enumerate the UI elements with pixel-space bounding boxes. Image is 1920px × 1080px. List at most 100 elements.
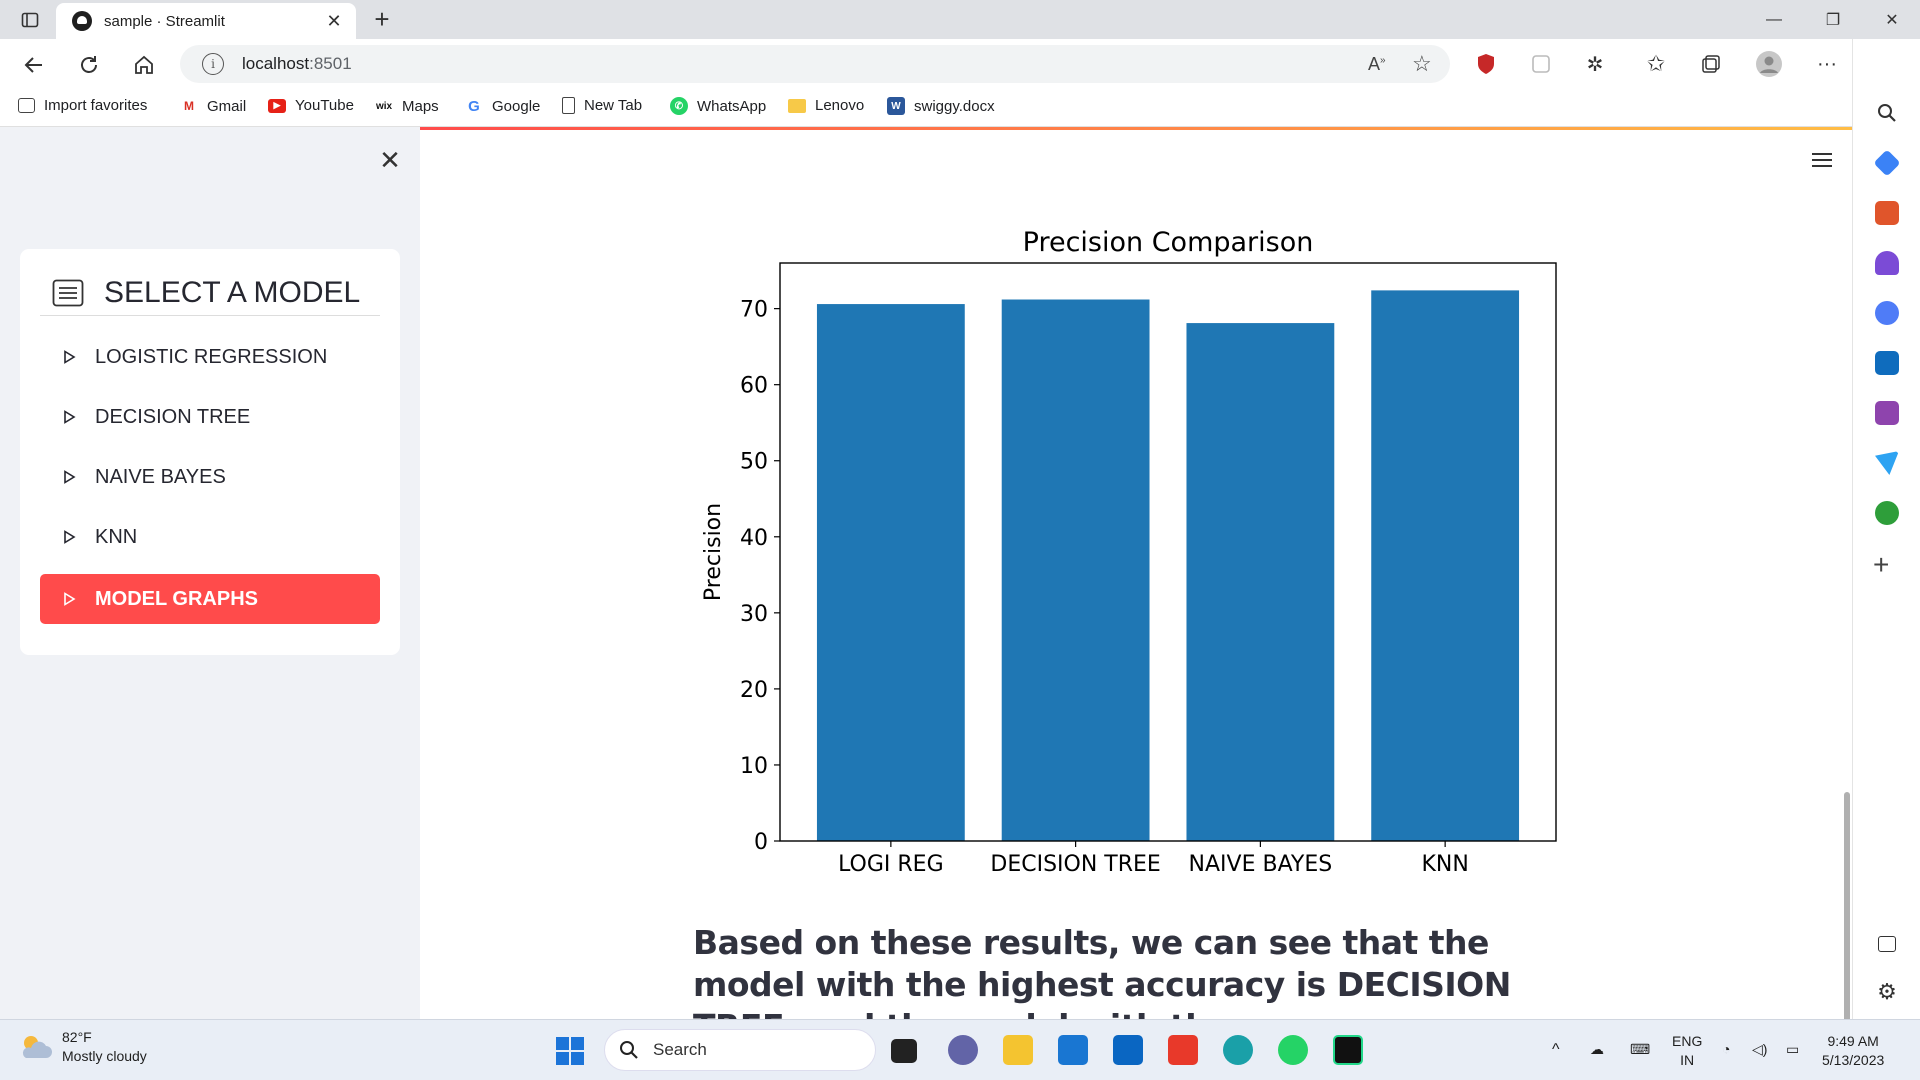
extension-box-icon[interactable]	[1528, 51, 1554, 77]
list-card-icon	[52, 279, 84, 307]
chart-bar	[816, 304, 965, 841]
caret-right-icon	[64, 592, 76, 606]
battery-icon[interactable]: ▭	[1786, 1041, 1800, 1057]
google-icon: G	[468, 97, 480, 115]
bookmark-youtube[interactable]: ▶ YouTube	[268, 97, 354, 114]
back-button[interactable]	[18, 49, 50, 81]
menu-header: SELECT A MODEL	[40, 271, 380, 316]
windows-taskbar: 82°F Mostly cloudy Search ^ ☁ ⌨ ENG IN ◔ ◁…	[0, 1019, 1920, 1080]
browser-tab[interactable]: sample · Streamlit ✕	[56, 3, 356, 39]
extension-shield-icon[interactable]	[1473, 51, 1499, 77]
tab-close-icon[interactable]: ✕	[326, 10, 342, 31]
edge-browser-icon[interactable]	[1223, 1035, 1253, 1065]
menu-item-knn[interactable]: KNN	[40, 512, 380, 562]
send-icon[interactable]	[1875, 451, 1899, 475]
bookmark-whatsapp[interactable]: ✆ WhatsApp	[670, 97, 766, 115]
weather-description: Mostly cloudy	[62, 1048, 147, 1064]
more-options-icon[interactable]: ···	[1817, 52, 1837, 75]
wifi-icon[interactable]: ◔	[1722, 1041, 1731, 1057]
onedrive-icon[interactable]: ☁	[1590, 1041, 1604, 1057]
collections-icon[interactable]	[1698, 51, 1724, 77]
teams-chat-icon[interactable]	[948, 1035, 978, 1065]
close-sidebar-icon[interactable]: ✕	[379, 145, 401, 175]
mail-icon[interactable]	[1058, 1035, 1088, 1065]
start-button[interactable]	[555, 1036, 585, 1066]
chart-title: Precision Comparison	[1023, 227, 1314, 258]
extensions-puzzle-icon[interactable]: ✲	[1586, 53, 1604, 76]
page-scrollbar[interactable]	[1844, 792, 1850, 1019]
language-indicator[interactable]: ENG IN	[1672, 1033, 1703, 1068]
designer-icon[interactable]	[1875, 401, 1899, 425]
plot-frame	[779, 262, 1557, 842]
add-favorite-icon[interactable]: ☆	[1412, 51, 1432, 76]
url-text: localhost:8501	[242, 54, 352, 73]
new-tab-button[interactable]: +	[374, 4, 390, 34]
precision-bar-chart: LOGI REG DECISION TREE NAIVE BAYES KNN 0 10 20…	[701, 227, 1557, 877]
close-window-button[interactable]: ✕	[1885, 11, 1899, 29]
home-button[interactable]	[128, 49, 160, 81]
caret-right-icon	[64, 410, 76, 424]
streamlit-favicon-icon	[72, 11, 92, 31]
search-icon[interactable]	[1875, 101, 1899, 125]
pycharm-icon[interactable]	[1333, 1035, 1363, 1065]
page-icon	[562, 97, 575, 114]
y-tick-label: 30	[740, 602, 768, 627]
y-tick-label: 0	[754, 830, 768, 855]
hide-sidebar-icon[interactable]	[1878, 936, 1896, 952]
tree-icon[interactable]	[1875, 501, 1899, 525]
file-explorer-icon[interactable]	[1003, 1035, 1033, 1065]
favorites-icon[interactable]: ✩	[1646, 51, 1666, 76]
caret-right-icon	[64, 350, 76, 364]
task-view-icon[interactable]	[891, 1039, 917, 1063]
main-content: LOGI REG DECISION TREE NAIVE BAYES KNN 0 10 20…	[420, 127, 1852, 1019]
y-tick-label: 40	[740, 526, 768, 551]
gmail-icon: M	[184, 99, 194, 113]
whatsapp-icon: ✆	[670, 97, 688, 115]
games-icon[interactable]	[1875, 251, 1899, 275]
tools-briefcase-icon[interactable]	[1875, 201, 1899, 225]
microsoft-365-icon[interactable]	[1875, 301, 1899, 325]
bookmark-maps[interactable]: wix Maps	[375, 97, 439, 115]
bookmark-lenovo[interactable]: Lenovo	[788, 97, 864, 114]
chart-bar	[1186, 323, 1335, 842]
read-aloud-icon[interactable]: A»	[1368, 54, 1386, 74]
keyboard-icon[interactable]: ⌨	[1630, 1041, 1651, 1057]
whatsapp-icon[interactable]	[1278, 1035, 1308, 1065]
refresh-button[interactable]	[73, 49, 105, 81]
menu-item-model-graphs[interactable]: MODEL GRAPHS	[40, 574, 380, 624]
menu-item-decision-tree[interactable]: DECISION TREE	[40, 392, 380, 442]
add-sidebar-app-icon[interactable]: +	[1873, 549, 1890, 580]
main-menu-icon[interactable]	[1812, 153, 1832, 171]
bookmark-new-tab[interactable]: New Tab	[562, 97, 642, 114]
menu-item-naive-bayes[interactable]: NAIVE BAYES	[40, 452, 380, 502]
x-tick-label: LOGI REG	[838, 852, 944, 877]
favorites-bar: Import favorites M Gmail ▶ YouTube wix Maps…	[0, 89, 1852, 127]
profile-avatar-icon[interactable]	[1756, 51, 1782, 77]
refresh-icon	[81, 56, 97, 73]
weather-temperature: 82°F	[62, 1029, 92, 1045]
bookmark-gmail[interactable]: M Gmail	[180, 97, 246, 115]
caret-right-icon	[64, 530, 76, 544]
streamlit-app: ✕ SELECT A MODEL LOGISTIC REGRESSION DEC…	[0, 127, 1852, 1019]
clock[interactable]: 9:49 AM 5/13/2023	[1822, 1033, 1885, 1068]
shopping-tag-icon[interactable]	[1873, 149, 1901, 177]
linkedin-icon[interactable]	[1113, 1035, 1143, 1065]
taskbar-search[interactable]: Search	[604, 1029, 876, 1071]
weather-widget[interactable]: 82°F Mostly cloudy	[18, 1028, 147, 1066]
settings-gear-icon[interactable]: ⚙	[1877, 979, 1897, 1004]
menu-item-logistic-regression[interactable]: LOGISTIC REGRESSION	[40, 332, 380, 382]
restore-button[interactable]: ❐	[1825, 11, 1841, 29]
bookmark-import-favorites[interactable]: Import favorites	[18, 97, 147, 114]
show-hidden-icons[interactable]: ^	[1552, 1041, 1560, 1058]
x-tick-label: KNN	[1421, 852, 1468, 877]
folder-icon	[788, 98, 806, 113]
minimize-button[interactable]: —	[1766, 10, 1782, 28]
volume-icon[interactable]: ◁)	[1752, 1041, 1768, 1057]
outlook-icon[interactable]	[1875, 351, 1899, 375]
bookmark-google[interactable]: G Google	[465, 97, 540, 115]
office-app-icon[interactable]	[1168, 1035, 1198, 1065]
tab-actions-button[interactable]	[10, 0, 50, 39]
site-info-icon[interactable]: i	[202, 53, 224, 75]
url-field[interactable]: i localhost:8501 A» ☆	[180, 45, 1450, 83]
